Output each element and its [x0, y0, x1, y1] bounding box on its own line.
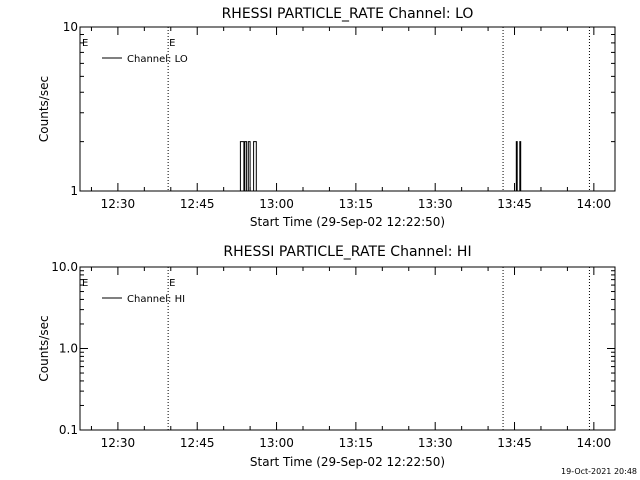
- edge-event-label: E: [82, 38, 88, 49]
- plot-timestamp: 19-Oct-2021 20:48: [561, 467, 637, 476]
- chart-title: RHESSI PARTICLE_RATE Channel: LO: [222, 6, 474, 22]
- x-tick-label: 13:30: [418, 436, 453, 450]
- x-tick-label: 13:00: [259, 436, 294, 450]
- x-axis-label: Start Time (29-Sep-02 12:22:50): [250, 455, 445, 469]
- legend-entry: Channel: LO: [127, 54, 188, 65]
- plot-frame: [79, 266, 616, 431]
- chart-panel-1: RHESSI PARTICLE_RATE Channel: HI Start Ti…: [37, 244, 616, 469]
- y-tick-label: 0.1: [59, 423, 78, 437]
- x-tick-label: 13:15: [339, 197, 374, 211]
- x-tick-label: 13:45: [497, 197, 532, 211]
- x-tick-label: 14:00: [577, 436, 612, 450]
- x-tick-label: 13:30: [418, 197, 453, 211]
- edge-event-label: E: [82, 278, 88, 289]
- y-tick-label: 1.0: [59, 342, 78, 356]
- event-label: E: [169, 278, 175, 289]
- x-tick-label: 13:45: [497, 436, 532, 450]
- x-axis-label: Start Time (29-Sep-02 12:22:50): [250, 215, 445, 229]
- series-line: [80, 141, 615, 192]
- x-tick-label: 12:30: [101, 436, 136, 450]
- event-label: E: [169, 38, 175, 49]
- chart-panel-0: RHESSI PARTICLE_RATE Channel: LO Start Ti…: [37, 6, 616, 229]
- y-axis-label: Counts/sec: [37, 76, 51, 142]
- y-tick-label: 10: [63, 20, 78, 34]
- x-tick-label: 12:30: [101, 197, 136, 211]
- x-tick-label: 13:00: [259, 197, 294, 211]
- x-tick-label: 12:45: [180, 197, 215, 211]
- y-tick-label: 1: [70, 184, 78, 198]
- legend-entry: Channel: HI: [127, 294, 185, 305]
- x-tick-label: 12:45: [180, 436, 215, 450]
- x-tick-label: 13:15: [339, 436, 374, 450]
- plot-frame: [79, 26, 616, 192]
- y-axis-label: Counts/sec: [37, 315, 51, 381]
- y-tick-label: 10.0: [51, 260, 78, 274]
- x-tick-label: 14:00: [577, 197, 612, 211]
- chart-title: RHESSI PARTICLE_RATE Channel: HI: [223, 244, 471, 260]
